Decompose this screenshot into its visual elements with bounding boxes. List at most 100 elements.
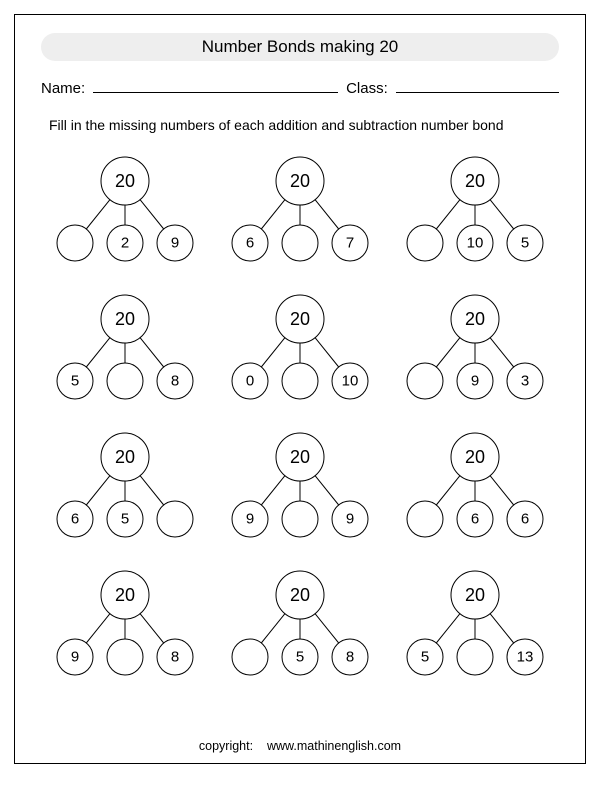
bond-mid-circle[interactable] (457, 639, 493, 675)
bond-right-circle: 6 (507, 501, 543, 537)
bond-top-circle: 20 (276, 433, 324, 481)
svg-text:20: 20 (465, 171, 485, 191)
svg-text:20: 20 (465, 447, 485, 467)
bond-left-circle[interactable] (57, 225, 93, 261)
svg-text:9: 9 (246, 511, 254, 528)
svg-text:6: 6 (246, 235, 254, 252)
svg-text:20: 20 (465, 585, 485, 605)
svg-text:5: 5 (296, 649, 304, 666)
name-input-line[interactable] (93, 77, 338, 93)
svg-text:9: 9 (471, 373, 479, 390)
svg-text:10: 10 (342, 373, 359, 390)
bond-mid-circle[interactable] (282, 501, 318, 537)
number-bond: 20 2 9 (45, 155, 205, 263)
bond-left-circle[interactable] (407, 225, 443, 261)
bond-top-circle: 20 (451, 295, 499, 343)
svg-text:9: 9 (70, 649, 78, 666)
bond-right-circle[interactable] (157, 501, 193, 537)
svg-text:8: 8 (170, 373, 178, 390)
svg-text:5: 5 (421, 649, 429, 666)
number-bond: 20 9 3 (395, 293, 555, 401)
bond-mid-circle: 6 (457, 501, 493, 537)
svg-text:20: 20 (465, 309, 485, 329)
bond-right-circle: 9 (332, 501, 368, 537)
number-bond: 20 6 5 (45, 431, 205, 539)
bond-top-circle: 20 (451, 571, 499, 619)
bond-left-circle: 6 (57, 501, 93, 537)
copyright-url: www.mathinenglish.com (267, 739, 401, 753)
bond-right-circle: 3 (507, 363, 543, 399)
number-bond: 20 6 6 (395, 431, 555, 539)
svg-text:8: 8 (170, 649, 178, 666)
number-bond: 20 5 13 (395, 569, 555, 677)
bond-left-circle: 5 (407, 639, 443, 675)
svg-text:20: 20 (115, 309, 135, 329)
bond-mid-circle: 5 (107, 501, 143, 537)
bond-right-circle: 9 (157, 225, 193, 261)
bond-left-circle: 0 (232, 363, 268, 399)
svg-text:10: 10 (467, 235, 484, 252)
svg-text:20: 20 (115, 171, 135, 191)
svg-text:6: 6 (70, 511, 78, 528)
bond-left-circle: 9 (232, 501, 268, 537)
bond-top-circle: 20 (276, 571, 324, 619)
svg-text:20: 20 (115, 585, 135, 605)
svg-text:9: 9 (346, 511, 354, 528)
svg-text:13: 13 (517, 649, 534, 666)
bond-left-circle[interactable] (407, 363, 443, 399)
bond-right-circle: 5 (507, 225, 543, 261)
bond-left-circle[interactable] (407, 501, 443, 537)
svg-text:20: 20 (115, 447, 135, 467)
bond-left-circle: 9 (57, 639, 93, 675)
bond-right-circle: 13 (507, 639, 543, 675)
bond-top-circle: 20 (276, 157, 324, 205)
svg-text:5: 5 (70, 373, 78, 390)
bond-top-circle: 20 (101, 157, 149, 205)
bond-right-circle: 8 (157, 363, 193, 399)
class-label: Class: (346, 80, 388, 97)
bond-left-circle: 6 (232, 225, 268, 261)
bond-grid: 20 2 9 20 6 7 20 (37, 155, 563, 677)
bond-top-circle: 20 (451, 157, 499, 205)
bond-top-circle: 20 (101, 571, 149, 619)
svg-text:7: 7 (346, 235, 354, 252)
bond-left-circle[interactable] (232, 639, 268, 675)
svg-text:8: 8 (346, 649, 354, 666)
bond-mid-circle: 5 (282, 639, 318, 675)
bond-top-circle: 20 (101, 433, 149, 481)
svg-text:5: 5 (120, 511, 128, 528)
bond-right-circle: 8 (157, 639, 193, 675)
number-bond: 20 0 10 (220, 293, 380, 401)
copyright-label: copyright: (199, 739, 253, 753)
number-bond: 20 9 9 (220, 431, 380, 539)
bond-left-circle: 5 (57, 363, 93, 399)
bond-right-circle: 7 (332, 225, 368, 261)
svg-text:9: 9 (170, 235, 178, 252)
svg-text:20: 20 (290, 171, 310, 191)
bond-mid-circle[interactable] (107, 639, 143, 675)
copyright: copyright: www.mathinenglish.com (15, 739, 585, 753)
svg-text:2: 2 (120, 235, 128, 252)
svg-text:5: 5 (521, 235, 529, 252)
number-bond: 20 6 7 (220, 155, 380, 263)
bond-right-circle: 10 (332, 363, 368, 399)
number-bond: 20 9 8 (45, 569, 205, 677)
name-label: Name: (41, 80, 85, 97)
number-bond: 20 5 8 (45, 293, 205, 401)
svg-text:6: 6 (521, 511, 529, 528)
svg-text:3: 3 (521, 373, 529, 390)
bond-right-circle: 8 (332, 639, 368, 675)
bond-top-circle: 20 (451, 433, 499, 481)
bond-mid-circle[interactable] (282, 225, 318, 261)
svg-text:20: 20 (290, 309, 310, 329)
svg-text:20: 20 (290, 447, 310, 467)
bond-top-circle: 20 (276, 295, 324, 343)
number-bond: 20 5 8 (220, 569, 380, 677)
svg-text:6: 6 (471, 511, 479, 528)
bond-mid-circle: 2 (107, 225, 143, 261)
bond-mid-circle[interactable] (107, 363, 143, 399)
bond-mid-circle[interactable] (282, 363, 318, 399)
meta-row: Name: Class: (41, 77, 559, 97)
svg-text:0: 0 (246, 373, 254, 390)
class-input-line[interactable] (396, 77, 559, 93)
